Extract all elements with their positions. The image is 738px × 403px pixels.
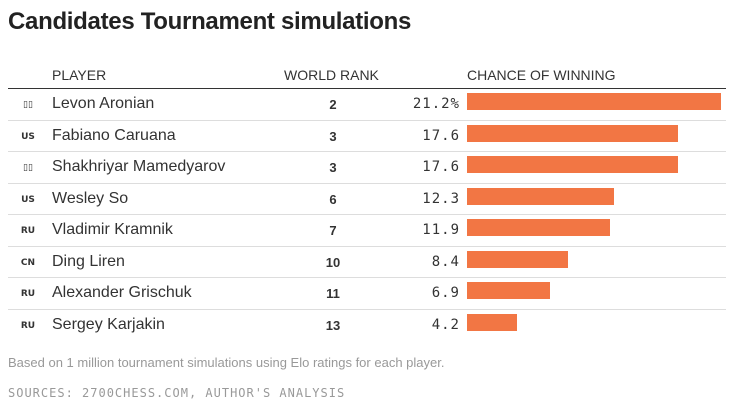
country-flag-icon: US bbox=[21, 194, 35, 205]
chance-data-label: 8.4 bbox=[431, 253, 460, 270]
country-flag-icon: ▯▯ bbox=[23, 100, 33, 110]
player-name: Alexander Grischuk bbox=[52, 284, 192, 301]
chance-bar bbox=[467, 156, 678, 173]
player-name: Vladimir Kramnik bbox=[52, 221, 173, 238]
world-rank: 2 bbox=[329, 97, 337, 112]
column-header-world-rank: WORLD RANK bbox=[284, 67, 379, 83]
world-rank: 3 bbox=[329, 128, 337, 144]
chance-bar bbox=[467, 313, 517, 331]
chance-bar bbox=[467, 93, 721, 110]
chance-data-label: 4.2 bbox=[431, 316, 460, 333]
player-name: Sergey Karjakin bbox=[52, 315, 165, 333]
chance-bar bbox=[467, 124, 678, 142]
country-flag-icon: RU bbox=[20, 320, 36, 331]
player-name: Shakhriyar Mamedyarov bbox=[52, 158, 226, 175]
player-name: Ding Liren bbox=[52, 252, 125, 270]
world-rank: 11 bbox=[326, 286, 340, 301]
country-flag-icon: RU bbox=[20, 289, 36, 299]
chance-data-label: 21.2% bbox=[412, 96, 460, 112]
chance-bar bbox=[467, 187, 614, 205]
country-flag-icon: CN bbox=[20, 257, 36, 268]
world-rank: 13 bbox=[325, 317, 341, 333]
country-flag-icon: RU bbox=[20, 226, 36, 236]
world-rank: 3 bbox=[329, 160, 337, 175]
chance-data-label: 12.3 bbox=[422, 190, 460, 207]
table-row: CN Ding Liren 10 8.4 bbox=[8, 247, 726, 278]
player-name: Fabiano Caruana bbox=[52, 126, 176, 144]
chance-data-label: 17.6 bbox=[422, 159, 460, 175]
column-header-player: PLAYER bbox=[52, 67, 107, 83]
player-name: Wesley So bbox=[52, 189, 129, 207]
simulation-table: PLAYER WORLD RANK CHANCE OF WINNING ▯▯ Le… bbox=[8, 62, 726, 340]
table-row: US Fabiano Caruana 3 17.6 bbox=[8, 121, 726, 152]
player-name: Levon Aronian bbox=[52, 95, 155, 112]
chance-bar bbox=[467, 250, 568, 268]
footnote: Based on 1 million tournament simulation… bbox=[8, 355, 445, 370]
column-header-chance-of-winning: CHANCE OF WINNING bbox=[467, 67, 616, 83]
world-rank: 10 bbox=[325, 254, 341, 270]
table-body: ▯▯ Levon Aronian 2 21.2% US Fabiano Caruana 3 1… bbox=[8, 89, 726, 340]
table-row: RU Vladimir Kramnik 7 11.9 bbox=[8, 215, 726, 247]
world-rank: 6 bbox=[329, 191, 337, 207]
world-rank: 7 bbox=[329, 223, 337, 238]
table-row: ▯▯ Levon Aronian 2 21.2% bbox=[8, 89, 726, 121]
country-flag-icon: US bbox=[21, 131, 35, 142]
chance-data-label: 6.9 bbox=[431, 285, 460, 301]
table-header: PLAYER WORLD RANK CHANCE OF WINNING bbox=[8, 62, 726, 89]
chance-data-label: 11.9 bbox=[422, 222, 460, 238]
page-title: Candidates Tournament simulations bbox=[8, 8, 412, 35]
table-row: RU Alexander Grischuk 11 6.9 bbox=[8, 278, 726, 310]
chance-bar bbox=[467, 219, 610, 236]
chance-bar bbox=[467, 282, 550, 299]
table-row: ▯▯ Shakhriyar Mamedyarov 3 17.6 bbox=[8, 152, 726, 184]
table-row: US Wesley So 6 12.3 bbox=[8, 184, 726, 215]
country-flag-icon: ▯▯ bbox=[23, 163, 33, 173]
chance-data-label: 17.6 bbox=[422, 127, 460, 144]
sources-line: SOURCES: 2700CHESS.COM, AUTHOR'S ANALYSI… bbox=[8, 386, 346, 400]
table-row: RU Sergey Karjakin 13 4.2 bbox=[8, 310, 726, 341]
